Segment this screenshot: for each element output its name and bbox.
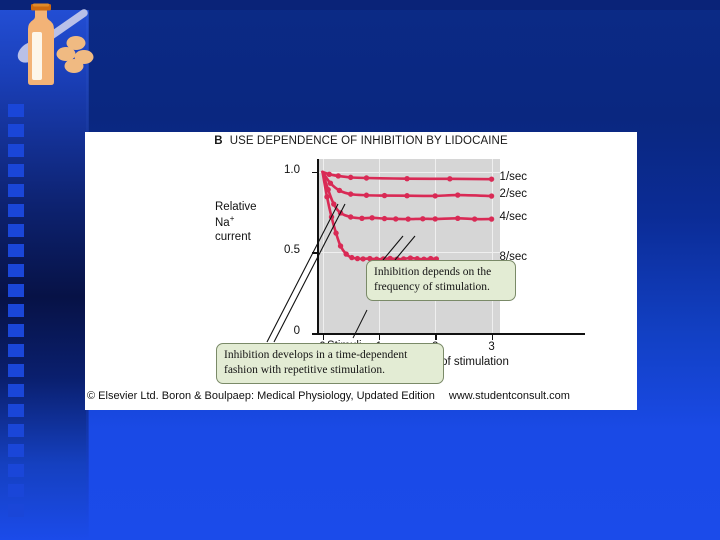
y-axis-title-line-1: Relative bbox=[215, 201, 257, 213]
x-axis-line bbox=[317, 333, 585, 335]
decorative-square bbox=[8, 364, 24, 377]
decorative-square bbox=[8, 144, 24, 157]
series-label-2-per-sec: 2/sec bbox=[499, 188, 528, 201]
y-axis-tick-label: 0 bbox=[293, 325, 300, 337]
credit-text: © Elsevier Ltd. Boron & Boulpaep: Medica… bbox=[87, 390, 435, 402]
decorative-square bbox=[8, 424, 24, 437]
decorative-square bbox=[8, 224, 24, 237]
x-axis-tick bbox=[378, 334, 381, 340]
decorative-square bbox=[8, 344, 24, 357]
y-axis-tick bbox=[312, 333, 318, 335]
plot-area bbox=[318, 159, 500, 333]
decorative-square bbox=[8, 264, 24, 277]
y-axis-title-superscript: + bbox=[229, 214, 235, 224]
decorative-square bbox=[8, 484, 24, 497]
y-axis-title: Relative Na+ current bbox=[215, 200, 301, 244]
decorative-square bbox=[8, 304, 24, 317]
x-axis-tick bbox=[491, 334, 494, 340]
figure-title-text: USE DEPENDENCE OF INHIBITION BY LIDOCAIN… bbox=[229, 135, 508, 147]
series-label-8-per-sec: 8/sec bbox=[499, 250, 528, 263]
decorative-square bbox=[8, 124, 24, 137]
gridline-horizontal bbox=[318, 171, 500, 173]
y-axis-tick-label: 1.0 bbox=[284, 163, 300, 176]
gridline-vertical bbox=[322, 159, 324, 333]
decorative-square bbox=[8, 244, 24, 257]
slide-top-band bbox=[0, 0, 720, 10]
decorative-square bbox=[8, 464, 24, 477]
series-label-1-per-sec: 1/sec bbox=[499, 171, 528, 184]
decorative-square bbox=[8, 284, 24, 297]
y-axis-line bbox=[317, 159, 319, 334]
gridline-vertical bbox=[378, 159, 380, 333]
time-dependence-callout: Inhibition develops in a time-dependent … bbox=[216, 343, 444, 385]
decorative-square bbox=[8, 164, 24, 177]
frequency-callout: Inhibition depends on the frequency of s… bbox=[366, 260, 516, 302]
figure-panel: B USE DEPENDENCE OF INHIBITION BY LIDOCAI… bbox=[85, 132, 637, 410]
decorative-square bbox=[8, 404, 24, 417]
x-axis-tick bbox=[435, 334, 437, 340]
gridline-vertical bbox=[435, 159, 437, 333]
figure-panel-letter: B bbox=[214, 135, 223, 147]
decorative-square bbox=[8, 324, 24, 337]
y-axis-title-line-2: Na+ bbox=[215, 214, 235, 229]
decorative-square-column bbox=[8, 104, 30, 524]
gridline-vertical bbox=[491, 159, 493, 333]
x-axis-tick bbox=[322, 334, 325, 340]
y-axis-tick bbox=[312, 171, 318, 174]
credit-url[interactable]: www.studentconsult.com bbox=[448, 390, 570, 402]
figure-credit: © Elsevier Ltd. Boron & Boulpaep: Medica… bbox=[85, 390, 637, 402]
y-axis-tick-label: 0.5 bbox=[284, 244, 300, 257]
figure-title: B USE DEPENDENCE OF INHIBITION BY LIDOCAI… bbox=[85, 135, 637, 147]
gridline-horizontal bbox=[318, 252, 500, 254]
medicine-bottle-icon bbox=[14, 0, 104, 100]
y-axis-title-line-3: current bbox=[215, 230, 251, 243]
decorative-square bbox=[8, 204, 24, 217]
decorative-square bbox=[8, 504, 24, 517]
decorative-square bbox=[8, 384, 24, 397]
series-label-4-per-sec: 4/sec bbox=[499, 211, 528, 224]
x-axis-tick-label: 3 bbox=[488, 341, 495, 353]
decorative-square bbox=[8, 184, 24, 197]
y-axis-tick bbox=[312, 252, 318, 255]
decorative-square bbox=[8, 104, 24, 117]
decorative-square bbox=[8, 444, 24, 457]
